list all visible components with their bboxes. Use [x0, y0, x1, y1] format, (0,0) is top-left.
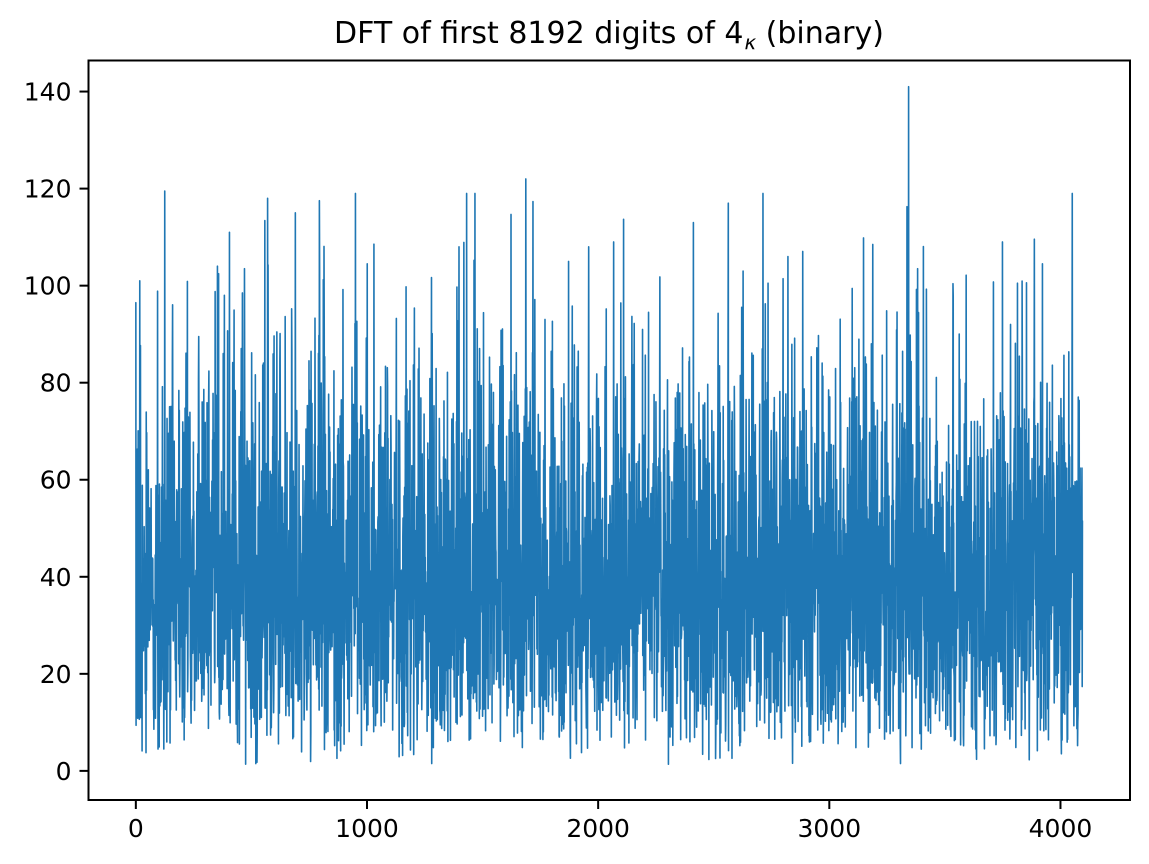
x-axis-tick-label: 2000: [566, 814, 630, 843]
x-axis-tick-label: 3000: [797, 814, 861, 843]
chart-title-post: (binary): [756, 16, 884, 51]
dft-magnitude-series-line: [135, 85, 1084, 765]
axes-spines: [87, 59, 1131, 801]
x-axis-tick-label: 4000: [1029, 814, 1093, 843]
x-axis-tick-label: 1000: [335, 814, 399, 843]
y-axis-tick-label: 100: [24, 272, 72, 301]
y-axis-tick-label: 80: [40, 369, 72, 398]
chart-title-pre: DFT of first 8192 digits of 4: [334, 16, 744, 51]
y-axis-tick-label: 120: [24, 175, 72, 204]
x-axis-tick-label: 0: [128, 814, 144, 843]
y-axis-tick-label: 60: [40, 466, 72, 495]
y-axis-tick-label: 20: [40, 660, 72, 689]
y-axis-tick-label: 40: [40, 563, 72, 592]
chart-title: DFT of first 8192 digits of 4κ (binary): [88, 16, 1130, 54]
chart-title-subscript: κ: [744, 30, 757, 54]
y-axis-tick-label: 140: [24, 78, 72, 107]
y-axis-tick-label: 0: [56, 757, 72, 786]
